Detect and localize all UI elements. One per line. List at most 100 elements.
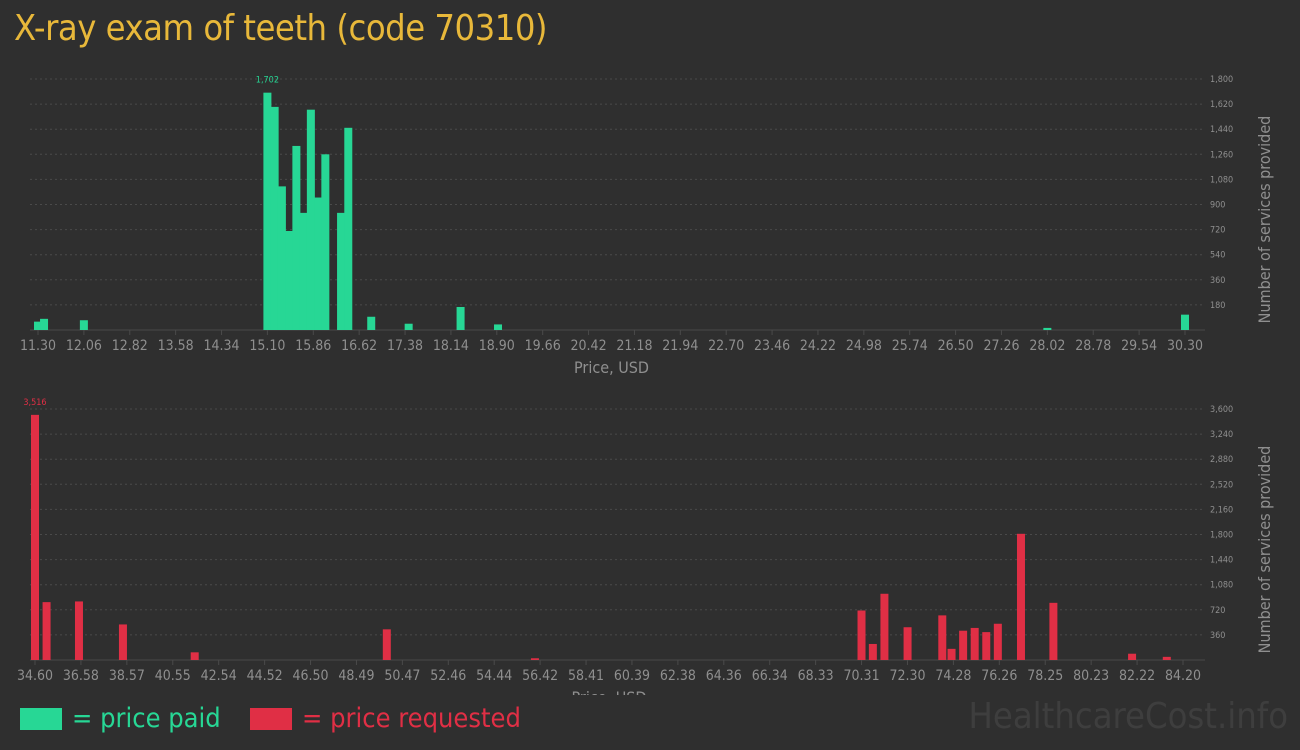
watermark: HealthcareCost.info xyxy=(968,696,1288,737)
x-tick-label: 42.54 xyxy=(201,668,237,684)
x-tick-label: 24.98 xyxy=(846,338,882,354)
x-tick-label: 11.30 xyxy=(20,338,56,354)
x-tick-label: 44.52 xyxy=(247,668,283,684)
bar xyxy=(982,632,991,660)
x-tick-label: 25.74 xyxy=(892,338,928,354)
bar xyxy=(1181,314,1189,330)
bar xyxy=(42,602,51,660)
bar xyxy=(857,610,866,660)
x-tick-label: 13.58 xyxy=(158,338,194,354)
y-tick-label: 900 xyxy=(1210,201,1225,211)
x-tick-label: 50.47 xyxy=(384,668,420,684)
peak-label: 3,516 xyxy=(23,398,46,408)
x-tick-label: 12.82 xyxy=(112,338,148,354)
x-tick-label: 82.22 xyxy=(1119,668,1155,684)
x-tick-label: 18.90 xyxy=(479,338,515,354)
x-tick-label: 40.55 xyxy=(155,668,191,684)
x-tick-label: 78.25 xyxy=(1027,668,1063,684)
bar xyxy=(530,658,539,660)
x-axis-label: Price, USD xyxy=(572,688,647,695)
y-tick-label: 1,080 xyxy=(1210,175,1233,185)
x-tick-label: 21.18 xyxy=(616,338,652,354)
x-tick-label: 15.10 xyxy=(249,338,285,354)
x-tick-label: 58.41 xyxy=(568,668,604,684)
legend-requested: = price requested xyxy=(250,703,521,734)
bar xyxy=(34,321,42,330)
y-tick-label: 2,880 xyxy=(1210,455,1233,465)
x-axis-label: Price, USD xyxy=(574,358,649,377)
y-tick-label: 720 xyxy=(1210,606,1225,616)
y-tick-label: 720 xyxy=(1210,226,1225,236)
y-axis-label: Number of services provided xyxy=(1255,116,1274,324)
bar xyxy=(337,212,346,330)
x-tick-label: 46.50 xyxy=(292,668,328,684)
x-tick-label: 19.66 xyxy=(525,338,561,354)
legend-requested-label: = price requested xyxy=(302,703,521,734)
x-tick-label: 28.02 xyxy=(1029,338,1065,354)
bar xyxy=(1128,653,1137,660)
y-tick-label: 180 xyxy=(1210,301,1225,311)
bar xyxy=(456,306,465,330)
x-tick-label: 66.34 xyxy=(752,668,788,684)
bar xyxy=(868,643,877,660)
bar xyxy=(404,323,413,330)
bar xyxy=(1043,327,1052,330)
x-tick-label: 16.62 xyxy=(341,338,377,354)
x-tick-label: 22.70 xyxy=(708,338,744,354)
bar xyxy=(880,593,889,660)
bar xyxy=(292,145,301,330)
bar xyxy=(306,109,315,330)
paid-swatch xyxy=(20,707,62,730)
bar xyxy=(993,623,1002,660)
y-tick-label: 1,620 xyxy=(1210,100,1233,110)
x-tick-label: 64.36 xyxy=(706,668,742,684)
x-tick-label: 70.31 xyxy=(844,668,880,684)
y-tick-label: 1,800 xyxy=(1210,531,1233,541)
legend-paid: = price paid xyxy=(20,703,221,734)
price-requested-chart: 360 720 1,080 1,440 1,800 2,160 2,520 2,880 3,24… xyxy=(17,398,1274,695)
x-tick-label: 52.46 xyxy=(430,668,466,684)
x-tick-label: 38.57 xyxy=(109,668,145,684)
x-tick-label: 23.46 xyxy=(754,338,790,354)
x-tick-label: 54.44 xyxy=(476,668,512,684)
bar xyxy=(903,627,912,660)
bar xyxy=(79,320,88,330)
y-tick-label: 1,800 xyxy=(1210,75,1233,85)
bar xyxy=(959,630,968,660)
chart-title: X-ray exam of teeth (code 70310) xyxy=(14,8,548,49)
y-tick-label: 360 xyxy=(1210,276,1225,286)
x-tick-label: 18.14 xyxy=(433,338,469,354)
bar xyxy=(1162,656,1171,660)
x-tick-label: 21.94 xyxy=(662,338,698,354)
bar xyxy=(947,648,956,660)
x-tick-label: 36.58 xyxy=(63,668,99,684)
x-tick-label: 24.22 xyxy=(800,338,836,354)
bar xyxy=(263,92,272,330)
x-tick-label: 29.54 xyxy=(1121,338,1157,354)
x-tick-label: 14.34 xyxy=(203,338,239,354)
x-tick-label: 17.38 xyxy=(387,338,423,354)
bar xyxy=(1049,602,1058,660)
x-tick-label: 15.86 xyxy=(295,338,331,354)
y-tick-label: 3,600 xyxy=(1210,405,1233,415)
y-axis-label: Number of services provided xyxy=(1255,446,1274,654)
y-tick-label: 1,440 xyxy=(1210,125,1233,135)
x-tick-label: 62.38 xyxy=(660,668,696,684)
peak-label: 1,702 xyxy=(256,76,279,86)
y-tick-label: 1,260 xyxy=(1210,150,1233,160)
bar xyxy=(382,629,391,660)
x-tick-label: 27.26 xyxy=(983,338,1019,354)
bar xyxy=(1016,533,1025,660)
price-paid-chart: 180 360 540 720 900 1,080 1,260 1,440 1,620 1,800… xyxy=(20,75,1274,377)
x-tick-label: 56.42 xyxy=(522,668,558,684)
y-tick-label: 1,080 xyxy=(1210,581,1233,591)
bar xyxy=(40,318,49,330)
x-tick-label: 84.20 xyxy=(1165,668,1201,684)
x-tick-label: 72.30 xyxy=(889,668,925,684)
bar xyxy=(118,624,127,660)
x-tick-label: 12.06 xyxy=(66,338,102,354)
bar xyxy=(314,197,323,330)
bar xyxy=(74,601,83,660)
bar xyxy=(344,127,353,330)
y-tick-label: 2,520 xyxy=(1210,480,1233,490)
